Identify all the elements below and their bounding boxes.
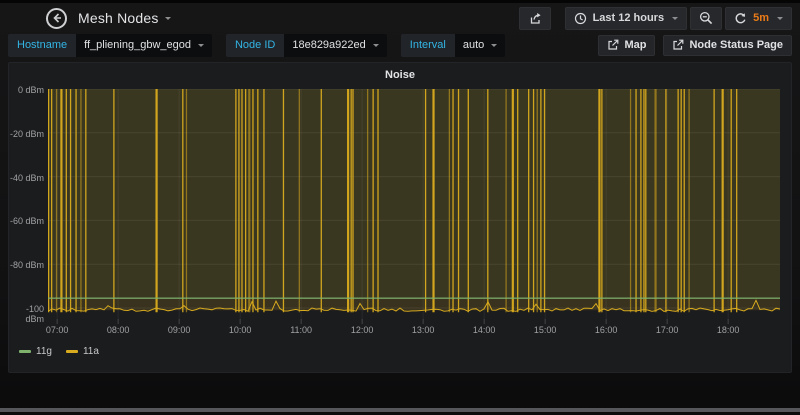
variable-hostname: Hostname ff_pliening_gbw_egod	[8, 33, 212, 57]
external-link-icon	[672, 39, 684, 51]
noise-chart-area: 11g 11a 0 dBm -20 dBm -40 dBm -60 dBm -80 dBm…	[9, 85, 791, 372]
x-axis-tick-label: 13:00	[411, 325, 435, 335]
arrow-left-icon	[52, 13, 61, 23]
refresh-button[interactable]: 5m	[725, 6, 792, 30]
dashboard-title-caret-icon[interactable]	[164, 16, 171, 20]
legend-swatch-icon	[19, 350, 31, 353]
legend-swatch-icon	[65, 350, 78, 353]
map-link-button[interactable]: Map	[598, 34, 656, 56]
variable-nodeid-caret-icon	[372, 43, 379, 47]
noise-chart[interactable]	[48, 89, 780, 331]
map-link-label: Map	[624, 39, 647, 51]
refresh-caret-icon[interactable]	[777, 16, 783, 20]
back-button[interactable]	[46, 7, 67, 29]
variable-hostname-caret-icon	[197, 43, 204, 47]
y-axis-tick-label: -20 dBm	[10, 128, 45, 139]
variable-interval-label: Interval	[400, 33, 455, 57]
legend-item-11g[interactable]: 11g	[19, 346, 52, 357]
refresh-interval-label: 5m	[753, 12, 769, 24]
dashboard-links: Map Node Status Page	[590, 34, 792, 56]
node-status-page-link-button[interactable]: Node Status Page	[663, 34, 792, 56]
variable-nodeid-selected: 18e829a922ed	[292, 39, 366, 51]
dashboard-header: Mesh Nodes	[0, 3, 800, 33]
zoom-out-icon	[699, 11, 713, 25]
node-status-page-link-label: Node Status Page	[689, 39, 783, 51]
legend-label: 11g	[36, 346, 52, 357]
clock-icon	[574, 12, 587, 25]
variable-interval-caret-icon	[491, 43, 498, 47]
noise-panel: Noise 11g 11a 0 dBm -20 dBm -40 dBm -60 dBm -…	[8, 62, 792, 373]
time-range-picker[interactable]: Last 12 hours	[564, 6, 688, 30]
external-link-icon	[607, 39, 619, 51]
y-axis-tick-label: -40 dBm	[10, 172, 45, 183]
variable-nodeid-value[interactable]: 18e829a922ed	[284, 33, 387, 57]
share-icon	[528, 12, 542, 25]
horizontal-scrollbar[interactable]	[0, 408, 800, 412]
variable-hostname-value[interactable]: ff_pliening_gbw_egod	[76, 33, 212, 57]
window-top-edge	[0, 0, 800, 3]
x-axis-tick-label: 11:00	[290, 325, 313, 335]
y-axis-tick-label: -60 dBm	[10, 216, 45, 227]
share-button[interactable]	[518, 6, 551, 30]
x-axis-tick-label: 15:00	[533, 325, 557, 335]
legend-label: 11a	[82, 346, 99, 357]
legend-item-11a[interactable]: 11a	[65, 346, 99, 357]
y-axis-tick-label: -100 dBm	[25, 304, 44, 325]
variable-interval: Interval auto	[400, 33, 506, 57]
x-axis-tick-label: 16:00	[594, 325, 618, 335]
time-range-caret-icon	[672, 16, 679, 20]
x-axis-tick-label: 18:00	[716, 325, 740, 335]
variable-nodeid-label: Node ID	[225, 33, 285, 57]
variable-hostname-label: Hostname	[8, 33, 77, 57]
header-toolbar: Last 12 hours	[518, 6, 792, 30]
x-axis-tick-label: 14:00	[472, 325, 496, 335]
variable-interval-selected: auto	[462, 39, 485, 51]
variable-hostname-selected: ff_pliening_gbw_egod	[84, 39, 191, 51]
x-axis-tick-label: 12:00	[350, 325, 374, 335]
x-axis-tick-label: 07:00	[45, 325, 69, 335]
x-axis-tick-label: 17:00	[655, 325, 679, 335]
dashboard-title: Mesh Nodes	[78, 10, 159, 26]
chart-legend: 11g 11a	[19, 346, 113, 357]
x-axis-tick-label: 08:00	[106, 325, 130, 335]
x-axis-tick-label: 09:00	[167, 325, 191, 335]
dashboard-submenu: Hostname ff_pliening_gbw_egod Node ID 18…	[8, 33, 792, 57]
variable-nodeid: Node ID 18e829a922ed	[225, 33, 387, 57]
panel-title[interactable]: Noise	[385, 69, 415, 81]
time-range-label: Last 12 hours	[592, 12, 665, 24]
variable-interval-value[interactable]: auto	[454, 33, 506, 57]
y-axis-tick-label: 0 dBm	[17, 85, 44, 95]
refresh-icon	[734, 12, 747, 25]
zoom-out-button[interactable]	[690, 6, 723, 30]
y-axis-tick-label: -80 dBm	[10, 260, 45, 271]
x-axis-tick-label: 10:00	[228, 325, 252, 335]
